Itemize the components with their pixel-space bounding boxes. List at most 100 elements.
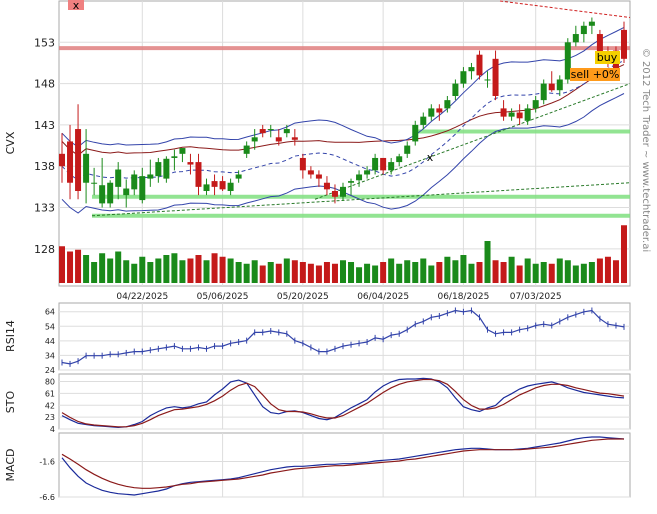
candle-body	[372, 157, 379, 171]
candle-body	[444, 100, 451, 109]
volume-bar	[67, 251, 74, 283]
sto-tick-label: 80	[45, 378, 55, 387]
candle-body	[323, 182, 330, 190]
candle-body	[251, 137, 258, 142]
candle-body	[171, 156, 178, 158]
volume-bar	[460, 255, 467, 283]
volume-bar	[516, 265, 523, 283]
candle-body	[195, 162, 202, 187]
volume-bar	[91, 262, 98, 283]
rising-trendline	[314, 83, 631, 200]
candle-body	[484, 79, 491, 81]
volume-bar	[340, 260, 346, 283]
volume-bar	[428, 265, 435, 283]
support-resistance-levels	[59, 46, 630, 218]
candle-body	[203, 184, 210, 191]
candle-body	[388, 162, 395, 171]
sto-d-line	[61, 378, 625, 428]
volume-bar	[243, 263, 250, 283]
candle-body	[243, 145, 250, 154]
date-tick-label: 05/20/2025	[277, 292, 329, 302]
candle-body	[492, 58, 499, 96]
candle-body	[211, 181, 218, 187]
volume-bar	[107, 258, 114, 283]
volume-bar	[203, 260, 210, 283]
macd-signal-line	[61, 438, 624, 489]
volume-bar	[412, 262, 419, 283]
candle-body	[396, 156, 403, 163]
candle-body	[452, 83, 459, 96]
candle-body	[420, 116, 427, 125]
price-tick-label: 153	[34, 36, 55, 49]
volume-bar	[444, 256, 451, 283]
candle-body	[348, 181, 355, 183]
candle-body	[75, 129, 82, 191]
candle-body	[155, 162, 162, 177]
volume-bar	[572, 265, 579, 283]
volume-bar	[251, 260, 258, 283]
candle-body	[340, 186, 346, 197]
volume-bar	[380, 262, 387, 283]
date-tick-label: 04/22/2025	[116, 292, 168, 302]
volume-bar	[604, 256, 611, 283]
price-tick-label: 138	[34, 160, 55, 173]
volume-bar	[420, 258, 427, 283]
candle-body	[283, 129, 290, 134]
sto-panel-frame	[58, 373, 631, 430]
volume-bar	[596, 258, 603, 283]
candle-body	[235, 174, 242, 179]
volume-bar	[476, 262, 483, 283]
grid	[59, 1, 630, 498]
top-left-x-tag	[68, 0, 84, 10]
volume-bar	[468, 263, 475, 283]
volume-bar	[348, 262, 355, 283]
price-tick-label: 143	[34, 119, 55, 132]
volume-bar	[372, 265, 379, 283]
date-tick-label: 05/06/2025	[197, 292, 249, 302]
candle-body	[315, 174, 322, 179]
candle-body	[572, 34, 579, 43]
price-tick-label: 133	[34, 202, 55, 215]
candle-body	[115, 169, 122, 187]
sto-tick-label: 42	[45, 401, 55, 410]
rsi-tick-label: 44	[45, 337, 55, 346]
macd-axis-title: MACD	[4, 449, 17, 482]
volume-bar	[123, 260, 130, 283]
macd-tick-label: -6.6	[39, 493, 55, 502]
volume-bar	[396, 263, 403, 283]
candle-body	[331, 191, 338, 197]
watermark: © 2012 Tech Trader ~ www.techtrader.ai	[640, 48, 651, 252]
volume-bar	[195, 255, 202, 283]
top-left-x-label: x	[73, 0, 80, 12]
volume-bar	[179, 260, 186, 283]
volume-bars	[59, 225, 627, 283]
sto-tick-label: 4	[50, 425, 55, 434]
candlesticks	[59, 17, 627, 208]
candle-body	[476, 54, 483, 76]
volume-bar	[163, 255, 170, 283]
sto-tick-label: 61	[45, 389, 55, 398]
candle-body	[356, 174, 363, 181]
volume-bar	[59, 246, 65, 283]
macd-tick-label: -1.6	[39, 457, 55, 466]
candle-body	[596, 34, 603, 55]
volume-bar	[500, 262, 507, 283]
price-tick-label: 148	[34, 78, 55, 91]
buy-tag	[595, 51, 620, 64]
volume-bar	[388, 258, 395, 283]
candle-body	[275, 137, 282, 142]
candle-body	[227, 182, 234, 191]
candle-body	[307, 170, 314, 175]
candle-body	[187, 162, 194, 165]
price-tick-label: 128	[34, 243, 55, 256]
axis-labels: 128 133 138 143 148 153 04/22/2025 05/06/2025 05…	[34, 36, 562, 502]
candle-body	[621, 29, 627, 59]
volume-bar	[508, 256, 515, 283]
candle-body	[428, 108, 435, 117]
candle-body	[259, 129, 266, 134]
volume-bar	[484, 241, 491, 283]
sto-tick-label: 23	[45, 413, 55, 422]
sell-tag	[570, 68, 620, 81]
candle-body	[380, 157, 387, 171]
